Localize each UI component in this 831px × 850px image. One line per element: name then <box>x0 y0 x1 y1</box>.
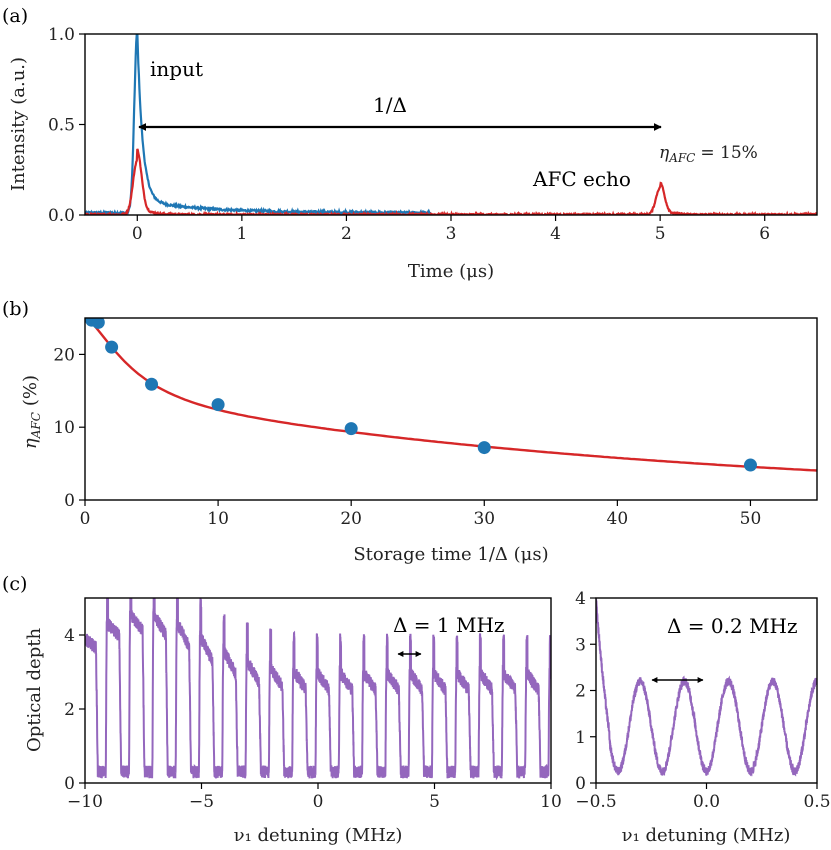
panel-b-xtick-label: 30 <box>473 509 495 529</box>
input-pulse-line <box>85 34 432 215</box>
efficiency-value: = 15% <box>700 143 757 163</box>
input-annotation: input <box>150 57 203 81</box>
panel-a-x-label: Time (μs) <box>408 261 494 282</box>
panel-b-x-label: Storage time 1/Δ (μs) <box>353 544 548 565</box>
panel-c-right-annotation: Δ = 0.2 MHz <box>667 614 798 638</box>
panel-b-y-ticks: 0 10 20 <box>53 345 85 511</box>
panel-b-xtick-label: 40 <box>607 509 629 529</box>
efficiency-point <box>477 441 491 455</box>
panel-a-xtick-label: 5 <box>655 224 666 244</box>
panel-c-left-plot: −10 −5 0 5 10 0 2 4 ν₁ detuning (MHz) Optical … <box>24 597 562 846</box>
panel-c-left-y-label: Optical depth <box>24 628 45 752</box>
panel-a-x-ticks: 0 1 2 3 4 5 6 <box>132 215 770 244</box>
panel-c-right-plot: −0.5 0.0 0.5 0 1 2 3 4 ν₁ detuning (MHz) Δ = 0… <box>575 589 830 846</box>
efficiency-point <box>211 398 225 412</box>
panel-label-b: (b) <box>2 298 29 320</box>
panel-c-left-xtick-label: 5 <box>429 792 440 812</box>
panel-label-c: (c) <box>2 573 27 595</box>
panel-c-right-xtick-label: 0.5 <box>803 792 830 812</box>
panel-c-left-xtick-label: 10 <box>540 792 562 812</box>
panel-c-left-annotation: Δ = 1 MHz <box>393 613 504 637</box>
panel-a-plot: 0 1 2 3 4 5 6 0.0 0.5 1.0 Time (μs) Intensity (a… <box>8 25 818 282</box>
panel-a-ytick-label: 1.0 <box>48 25 75 45</box>
panel-a-y-label: Intensity (a.u.) <box>8 57 29 191</box>
efficiency-fit-curve <box>85 318 817 472</box>
panel-c-right-x-label: ν₁ detuning (MHz) <box>622 825 791 846</box>
efficiency-annotation: ηAFC = 15% <box>659 143 758 165</box>
panel-a-xtick-label: 1 <box>236 224 247 244</box>
panel-c-left-y-ticks: 0 2 4 <box>64 626 85 794</box>
panel-b-y-label: ηAFC (%) <box>20 375 43 449</box>
panel-b-xtick-label: 20 <box>340 509 362 529</box>
panel-c-right-ytick-label: 2 <box>575 682 586 702</box>
panel-label-a: (a) <box>2 5 28 27</box>
panel-b-ytick-label: 20 <box>53 345 75 365</box>
panel-a-xtick-label: 6 <box>759 224 770 244</box>
efficiency-data-points <box>85 318 757 472</box>
panel-b-y-subscript: AFC <box>29 412 43 439</box>
panel-b-xtick-label: 10 <box>207 509 229 529</box>
panel-a-y-ticks: 0.0 0.5 1.0 <box>48 25 85 226</box>
panel-c-right-xtick-label: −0.5 <box>575 792 616 812</box>
efficiency-symbol: η <box>659 143 670 163</box>
panel-c-right-y-ticks: 0 1 2 3 4 <box>575 589 596 794</box>
panel-c-right-xtick-label: 0.0 <box>693 792 720 812</box>
storage-time-arrow-label: 1/Δ <box>373 93 407 117</box>
panel-a-xtick-label: 4 <box>550 224 561 244</box>
panel-b-axes-frame <box>84 317 818 501</box>
panel-c-left-x-label: ν₁ detuning (MHz) <box>234 825 403 846</box>
panel-c-left-xtick-label: −10 <box>67 792 103 812</box>
panel-a-ytick-label: 0.0 <box>48 206 75 226</box>
panel-c-left-xtick-label: −5 <box>189 792 214 812</box>
efficiency-point <box>344 422 358 436</box>
efficiency-point <box>105 340 119 354</box>
efficiency-subscript: AFC <box>668 151 695 165</box>
panel-a-xtick-label: 0 <box>132 224 143 244</box>
echo-trace-line <box>85 148 817 215</box>
panel-c-right-ytick-label: 1 <box>575 728 586 748</box>
panel-c-left-ytick-label: 4 <box>64 626 75 646</box>
efficiency-point <box>743 458 757 472</box>
panel-b-xtick-label: 0 <box>80 509 91 529</box>
panel-b-xtick-label: 50 <box>740 509 762 529</box>
panel-c-left-ytick-label: 2 <box>64 700 75 720</box>
panel-c-right-ytick-label: 0 <box>575 774 586 794</box>
panel-c-left-xtick-label: 0 <box>313 792 324 812</box>
echo-annotation: AFC echo <box>532 167 631 191</box>
panel-b-ytick-label: 0 <box>64 491 75 511</box>
panel-a-ytick-label: 0.5 <box>48 116 75 136</box>
panel-b-ytick-label: 10 <box>53 418 75 438</box>
efficiency-point <box>145 377 159 391</box>
panel-a-xtick-label: 2 <box>341 224 352 244</box>
panel-c-left-ytick-label: 0 <box>64 774 75 794</box>
comb-1mhz-trace <box>85 598 551 781</box>
panel-a-xtick-label: 3 <box>446 224 457 244</box>
comb-02mhz-trace <box>596 599 817 777</box>
panel-b-x-ticks: 0 10 20 30 40 50 <box>80 500 762 529</box>
panel-c-right-x-ticks: −0.5 0.0 0.5 <box>575 783 831 812</box>
panel-b-y-unit: (%) <box>20 375 41 406</box>
efficiency-point <box>91 318 105 329</box>
panel-c-left-x-ticks: −10 −5 0 5 10 <box>67 783 562 812</box>
panel-c-right-ytick-label: 3 <box>575 635 586 655</box>
panel-b-y-symbol: η <box>20 438 41 449</box>
panel-c-right-ytick-label: 4 <box>575 589 586 609</box>
